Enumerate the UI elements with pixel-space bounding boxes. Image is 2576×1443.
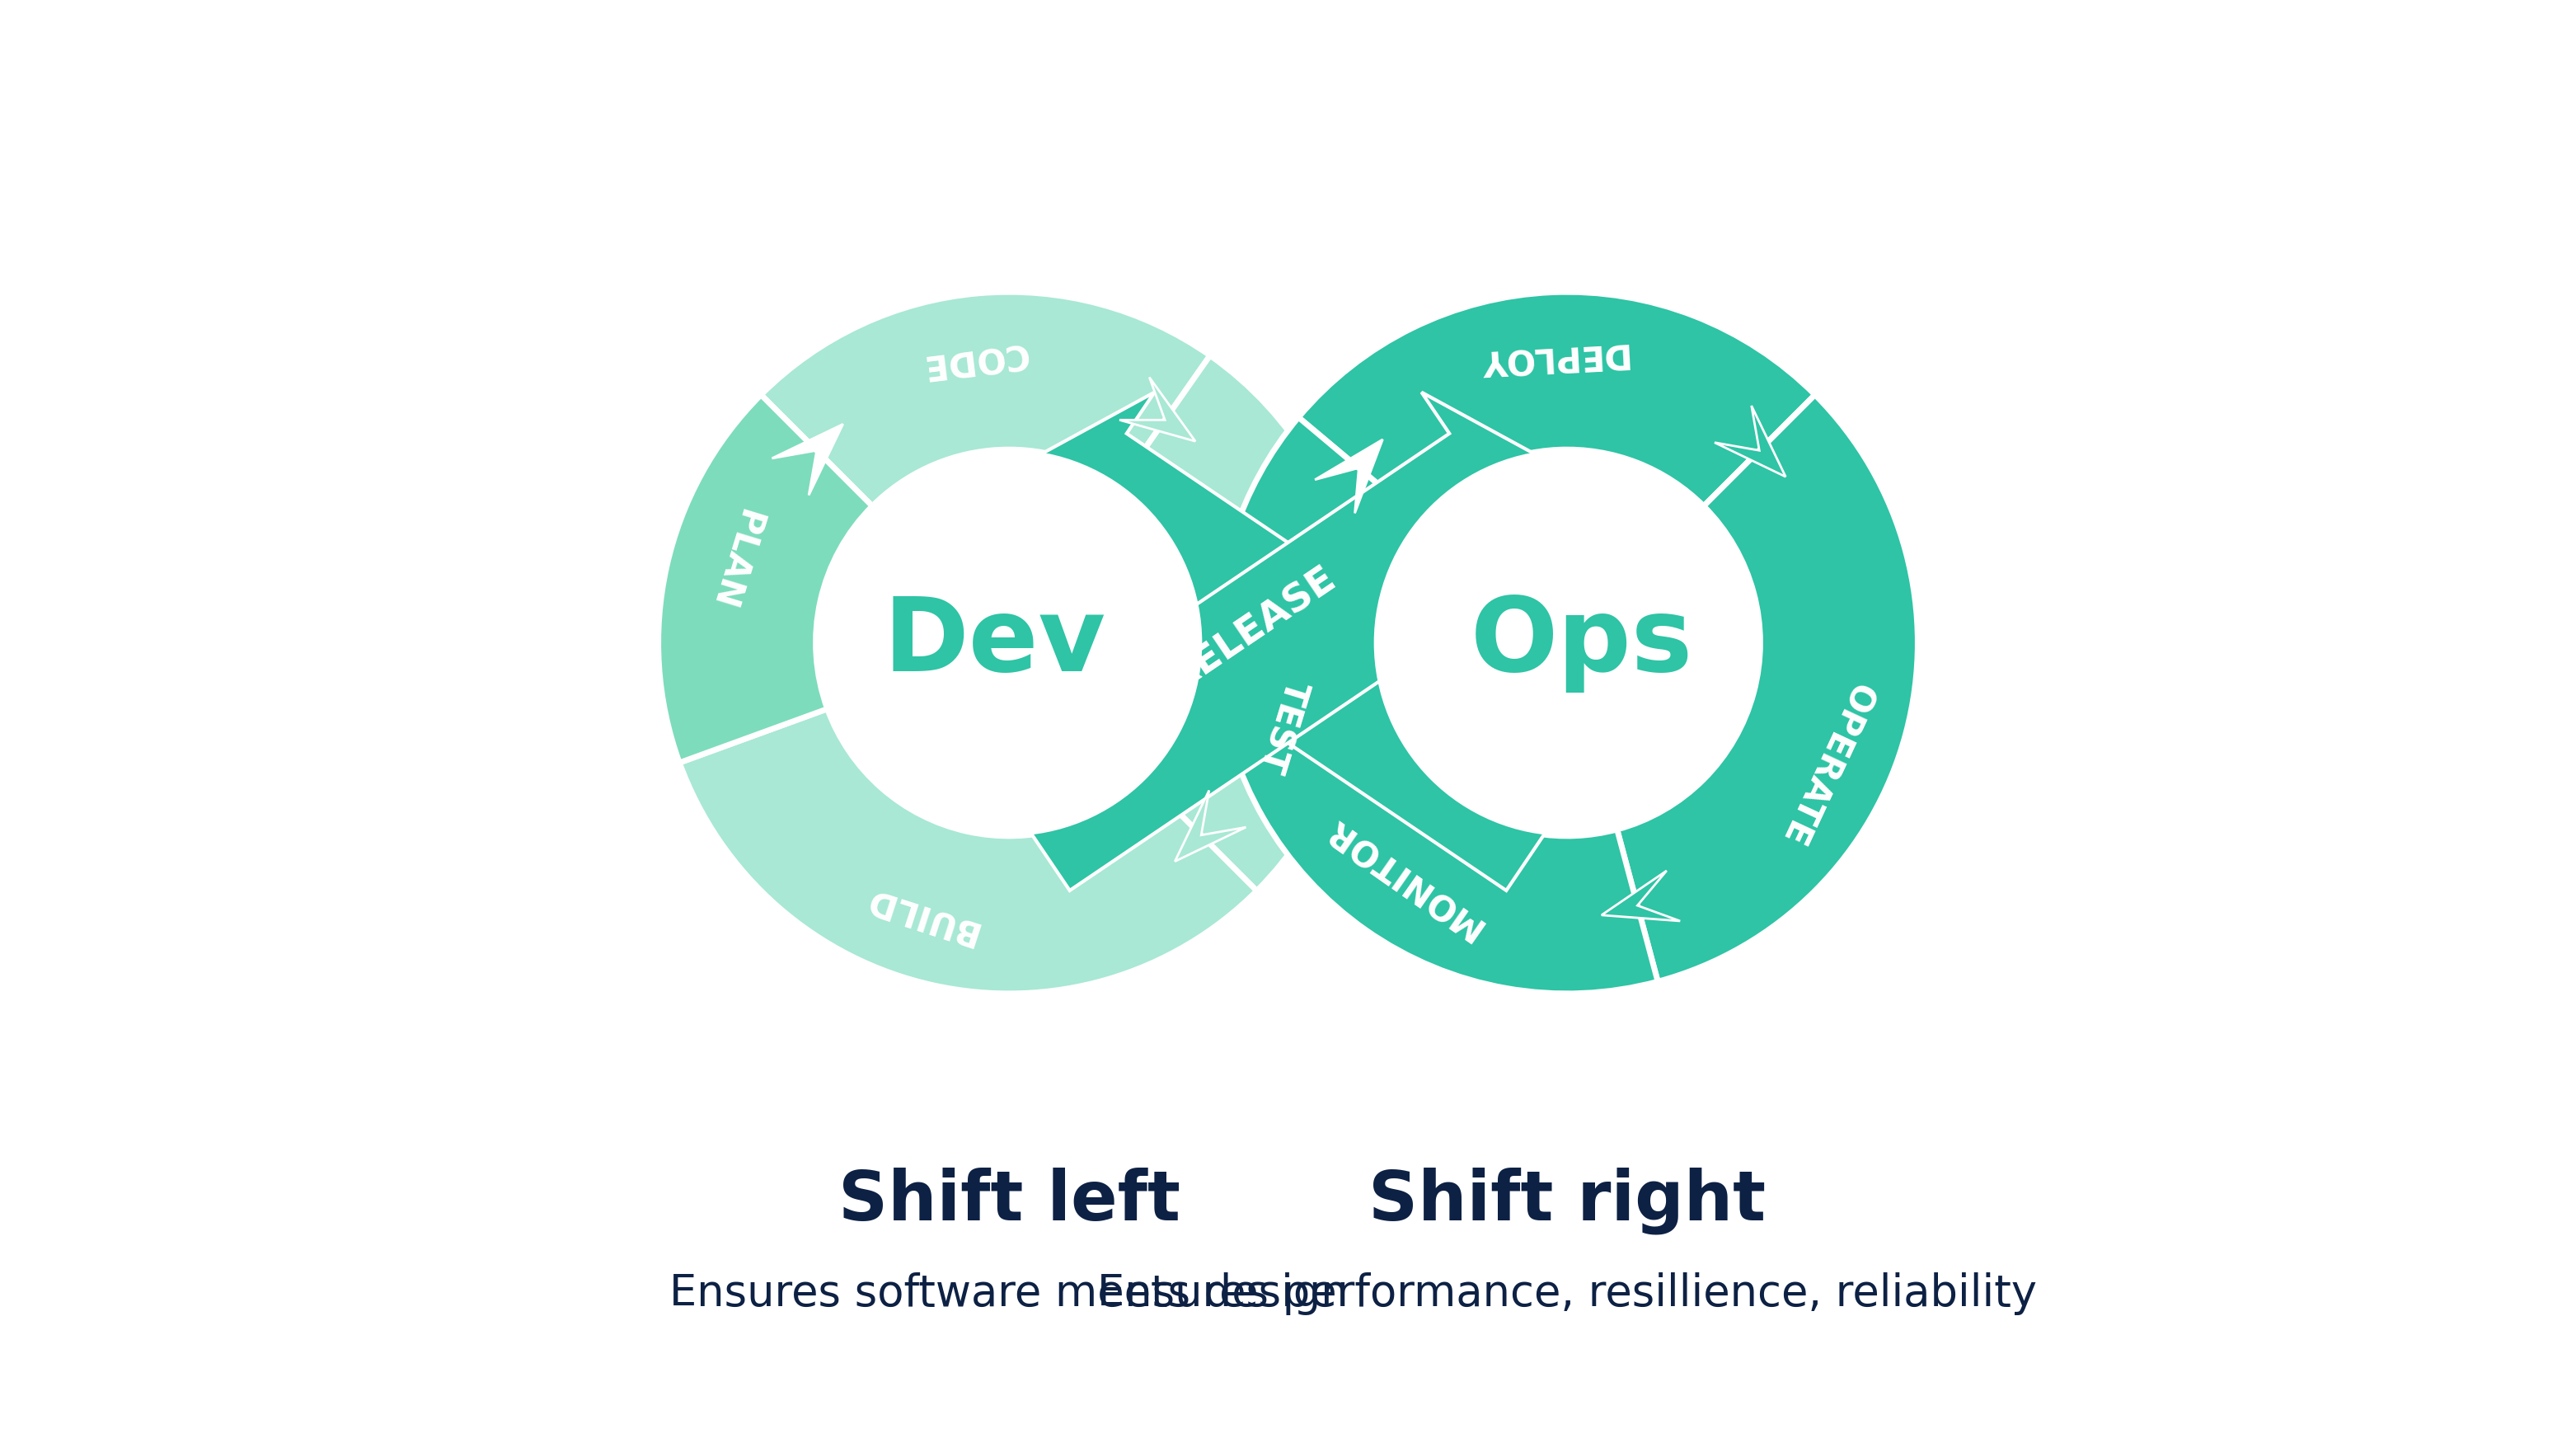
Text: RELEASE: RELEASE [1162, 558, 1342, 698]
Wedge shape [1298, 291, 1816, 518]
Text: Shift left: Shift left [837, 1167, 1180, 1234]
Text: TEST: TEST [1252, 675, 1314, 778]
Polygon shape [1716, 405, 1785, 476]
Text: MONITOR: MONITOR [1316, 810, 1489, 944]
Wedge shape [1121, 355, 1360, 890]
Text: Ensures performance, resillience, reliability: Ensures performance, resillience, reliab… [1097, 1273, 2038, 1316]
Wedge shape [1218, 659, 1659, 993]
Wedge shape [760, 291, 1211, 506]
Polygon shape [1175, 791, 1247, 861]
Text: Dev: Dev [884, 593, 1105, 693]
Circle shape [817, 450, 1203, 835]
Text: PLAN: PLAN [703, 505, 768, 613]
Wedge shape [680, 709, 1257, 993]
Text: Ops: Ops [1471, 593, 1692, 693]
Text: Ensures software meets design: Ensures software meets design [670, 1273, 1347, 1316]
Polygon shape [976, 392, 1571, 890]
Circle shape [1373, 450, 1759, 835]
Text: DEPLOY: DEPLOY [1476, 336, 1628, 378]
Polygon shape [1005, 392, 1600, 890]
Wedge shape [1216, 417, 1419, 674]
Polygon shape [1121, 377, 1195, 442]
Text: Shift right: Shift right [1368, 1167, 1765, 1235]
Wedge shape [1618, 395, 1917, 981]
Text: CODE: CODE [920, 335, 1028, 382]
Polygon shape [773, 424, 842, 495]
Polygon shape [1602, 870, 1680, 921]
Text: BUILD: BUILD [860, 880, 981, 949]
Polygon shape [1314, 440, 1383, 514]
Text: OPERATE: OPERATE [1775, 677, 1880, 850]
Wedge shape [659, 395, 873, 763]
